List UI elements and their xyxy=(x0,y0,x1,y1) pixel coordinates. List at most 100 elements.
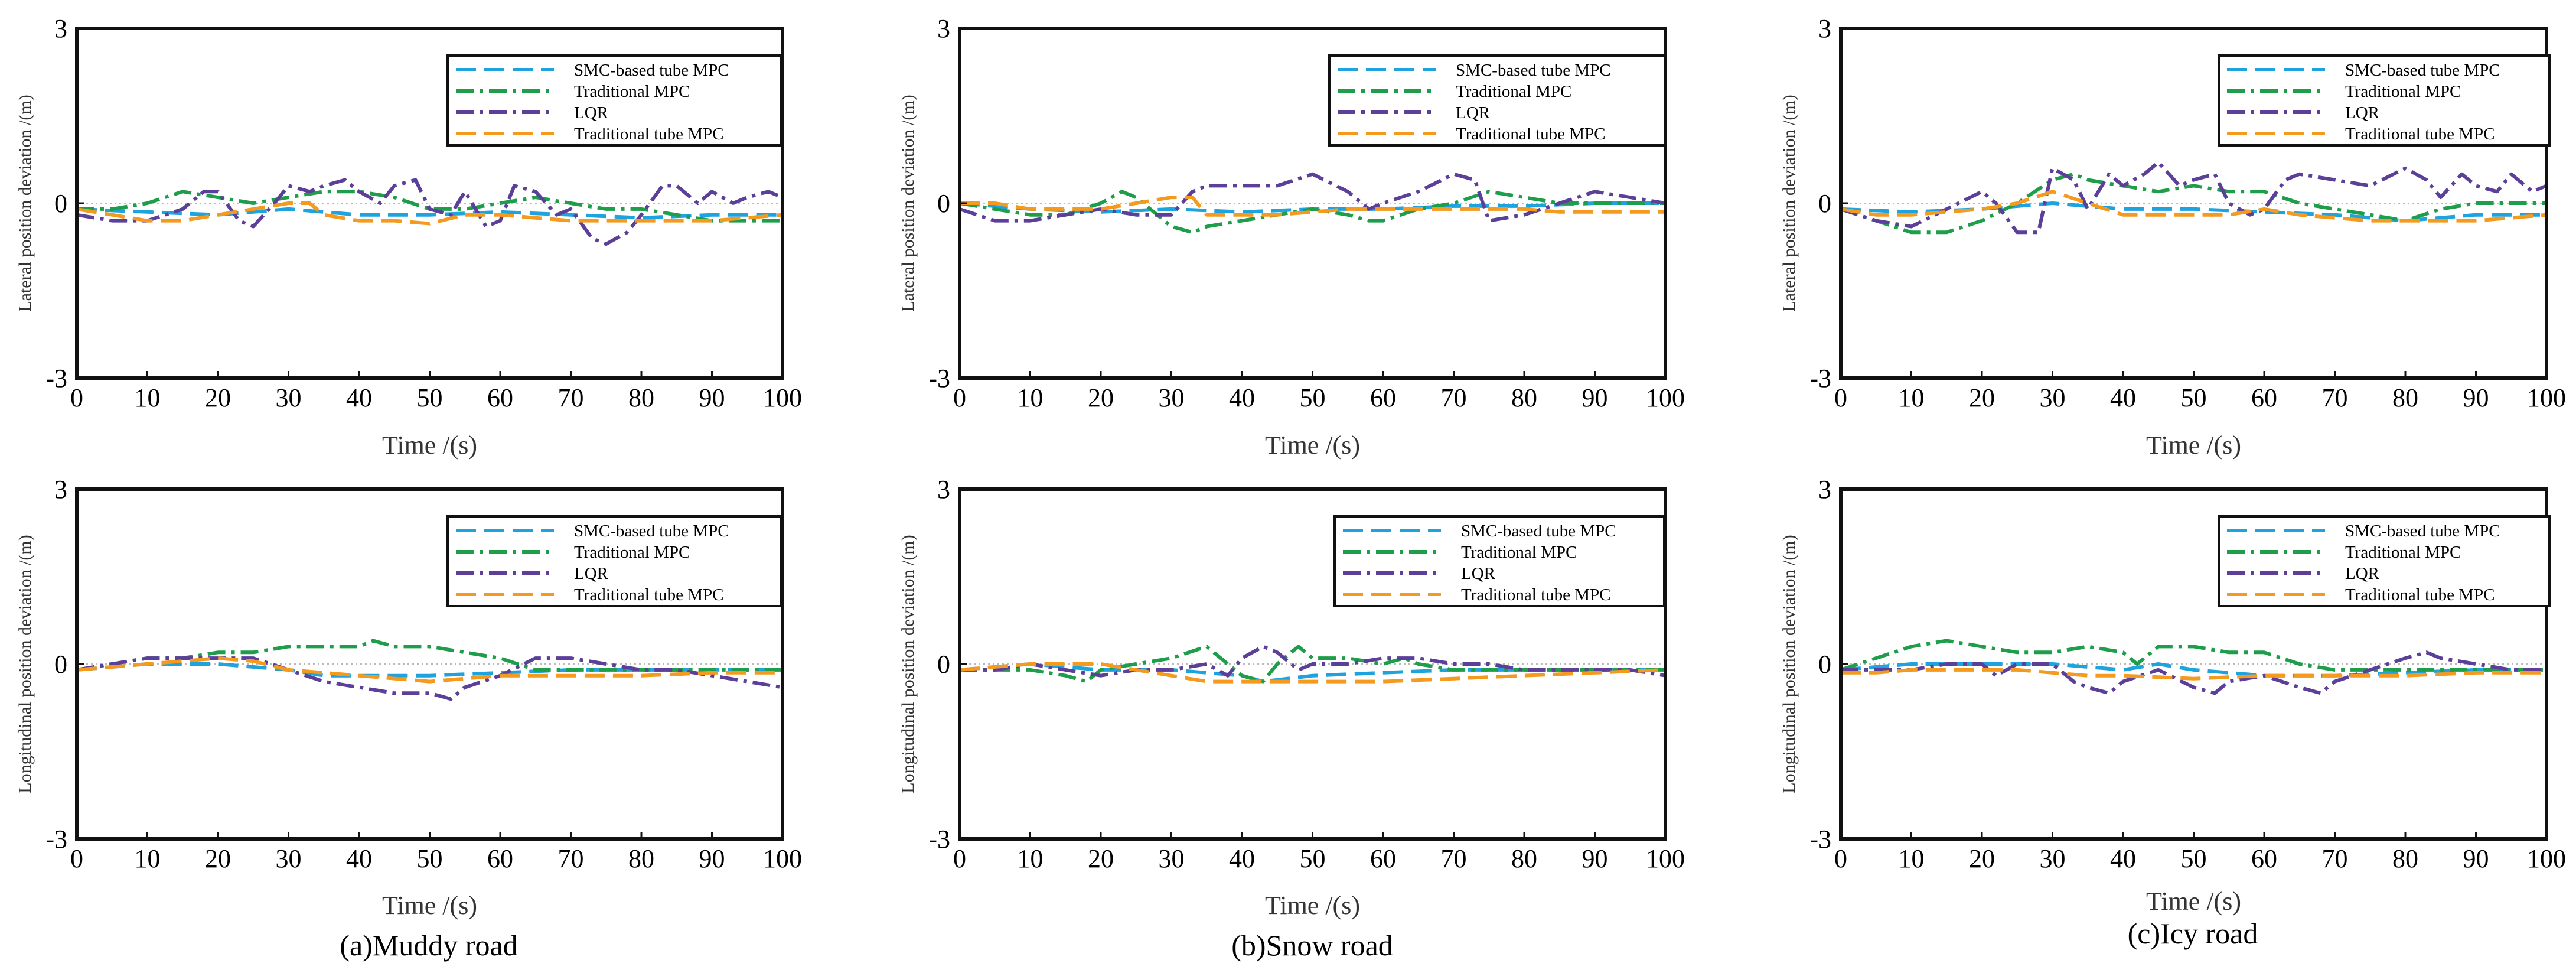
x-tick-label: 70 xyxy=(1441,844,1467,873)
legend-label: LQR xyxy=(574,103,609,122)
legend: SMC-based tube MPC Traditional MPC LQR Trad… xyxy=(1328,54,1666,147)
series-line-2 xyxy=(960,645,1665,684)
x-tick-label: 20 xyxy=(1088,844,1114,873)
series-line-2 xyxy=(76,639,782,672)
y-tick-label: 0 xyxy=(937,650,950,679)
x-tick-label: 90 xyxy=(2463,383,2489,412)
series-line-4 xyxy=(959,662,1666,684)
x-tick-label: 80 xyxy=(2392,844,2418,873)
caption-icy-road: (c)Icy road xyxy=(2128,917,2258,950)
x-tick-label: 60 xyxy=(2251,383,2277,412)
y-tick-label: 0 xyxy=(54,189,67,218)
x-tick-label: 80 xyxy=(1511,383,1537,412)
y-tick-label: -3 xyxy=(1809,364,1831,393)
y-axis-title: Longitudinal position deviation /(m) xyxy=(898,535,918,793)
x-tick-label: 0 xyxy=(70,383,83,412)
legend-label: Traditional MPC xyxy=(574,82,690,101)
y-tick-label: 3 xyxy=(937,475,950,504)
x-tick-label: 40 xyxy=(346,844,372,873)
x-tick-label: 60 xyxy=(487,383,513,412)
series-line-4 xyxy=(1841,668,2546,681)
y-axis-title: Lateral position deviation /(m) xyxy=(15,95,35,311)
x-tick-label: 80 xyxy=(2392,383,2418,412)
legend-label: Traditional tube MPC xyxy=(1456,125,1606,144)
legend-label: LQR xyxy=(574,564,609,583)
x-tick-label: 0 xyxy=(70,844,83,873)
legend-label: SMC-based tube MPC xyxy=(574,522,729,541)
series-line-1 xyxy=(1840,662,2546,678)
y-tick-label: 0 xyxy=(1818,650,1831,679)
series-line-1 xyxy=(76,662,782,678)
legend: SMC-based tube MPC Traditional MPC LQR Trad… xyxy=(446,54,782,147)
legend-label: SMC-based tube MPC xyxy=(574,61,729,80)
series-line-4 xyxy=(76,656,782,684)
x-tick-label: 20 xyxy=(1969,383,1995,412)
x-tick-label: 90 xyxy=(699,383,725,412)
x-tick-label: 20 xyxy=(205,383,231,412)
legend-label: Traditional tube MPC xyxy=(2345,125,2495,144)
x-tick-label: 100 xyxy=(763,844,802,873)
x-axis-title: Time /(s) xyxy=(1265,891,1360,920)
legend-box xyxy=(1328,54,1666,147)
x-axis-title: Time /(s) xyxy=(382,431,477,460)
legend-label: SMC-based tube MPC xyxy=(2345,522,2500,541)
x-tick-label: 0 xyxy=(953,383,966,412)
legend-label: Traditional MPC xyxy=(1456,82,1571,101)
y-tick-label: 0 xyxy=(54,650,67,679)
legend-label: Traditional MPC xyxy=(2345,543,2461,562)
y-tick-label: 3 xyxy=(1818,475,1831,504)
x-tick-label: 10 xyxy=(135,844,161,873)
legend-label: Traditional tube MPC xyxy=(2345,585,2495,604)
legend-label: LQR xyxy=(1461,564,1496,583)
x-axis-title: Time /(s) xyxy=(2146,431,2241,460)
x-axis-title: Time /(s) xyxy=(2146,887,2241,916)
x-tick-label: 40 xyxy=(2110,844,2136,873)
x-tick-label: 90 xyxy=(1582,383,1608,412)
x-tick-label: 70 xyxy=(2322,383,2348,412)
legend-label: Traditional MPC xyxy=(2345,82,2461,101)
x-tick-label: 20 xyxy=(1969,844,1995,873)
y-axis-title: Longitudinal position deviation /(m) xyxy=(15,535,35,793)
x-tick-label: 90 xyxy=(1582,844,1608,873)
y-tick-label: 3 xyxy=(937,14,950,43)
y-tick-label: -3 xyxy=(45,825,67,854)
series-line-3 xyxy=(76,178,784,246)
x-tick-label: 50 xyxy=(1300,383,1326,412)
x-tick-label: 60 xyxy=(487,844,513,873)
x-tick-label: 30 xyxy=(276,844,302,873)
legend-label: Traditional tube MPC xyxy=(574,125,724,144)
x-tick-label: 80 xyxy=(628,383,654,412)
y-axis-title: Lateral position deviation /(m) xyxy=(898,95,918,311)
x-tick-label: 80 xyxy=(1511,844,1537,873)
x-tick-label: 50 xyxy=(417,383,443,412)
x-tick-label: 70 xyxy=(558,383,584,412)
legend: SMC-based tube MPC Traditional MPC LQR Trad… xyxy=(446,515,782,607)
y-tick-label: 3 xyxy=(1818,14,1831,43)
x-tick-label: 20 xyxy=(1088,383,1114,412)
x-tick-label: 100 xyxy=(2527,383,2566,412)
y-tick-label: 0 xyxy=(1818,189,1831,218)
legend-box xyxy=(446,54,782,147)
series-line-4 xyxy=(1840,190,2547,223)
series-line-2 xyxy=(1840,172,2546,235)
legend-label: Traditional MPC xyxy=(574,543,690,562)
series-line-1 xyxy=(1840,201,2546,223)
x-tick-label: 10 xyxy=(1899,844,1925,873)
y-tick-label: -3 xyxy=(1809,825,1831,854)
x-tick-label: 10 xyxy=(135,383,161,412)
y-tick-label: 3 xyxy=(54,475,67,504)
x-tick-label: 90 xyxy=(699,844,725,873)
x-tick-label: 50 xyxy=(1300,844,1326,873)
y-tick-label: 0 xyxy=(937,189,950,218)
y-axis-title: Longitudinal position deviation /(m) xyxy=(1779,535,1799,793)
y-axis-title: Lateral position deviation /(m) xyxy=(1779,95,1799,311)
x-tick-label: 60 xyxy=(2251,844,2277,873)
legend-label: LQR xyxy=(2345,564,2380,583)
